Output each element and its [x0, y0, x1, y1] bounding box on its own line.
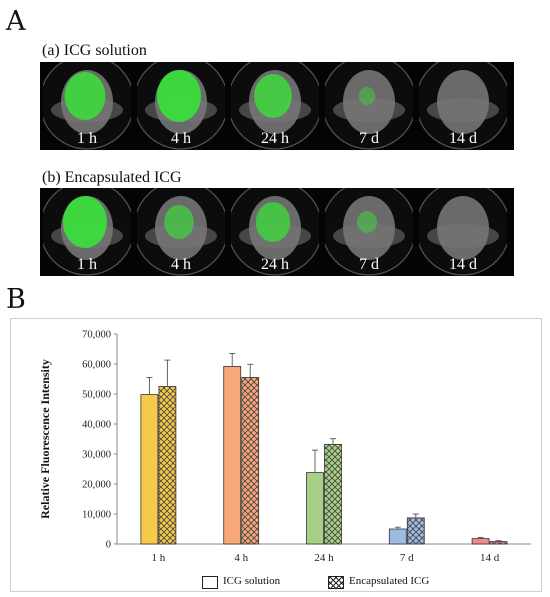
x-tick-label: 7 d — [400, 552, 414, 564]
row-a-image-strip: 1 h 4 h 24 h 7 d 14 d — [40, 62, 514, 150]
panel-b-letter: B — [6, 284, 26, 315]
bar-icg-solution-3 — [306, 472, 324, 545]
image-tile-a-2: 4 h — [133, 62, 229, 150]
x-tick-label: 24 h — [314, 552, 334, 564]
tile-label-b-5: 14 d — [449, 256, 477, 273]
bar-encapsulated-icg-5 — [489, 541, 508, 545]
bar-icg-solution-5 — [471, 538, 490, 545]
image-tile-b-4: 7 d — [321, 188, 417, 276]
image-tile-a-4: 7 d — [321, 62, 417, 150]
tile-label-a-1: 1 h — [77, 130, 97, 147]
y-tick-label: 40,000 — [82, 420, 111, 431]
mouse-image-a-3 — [227, 62, 323, 150]
tile-label-a-4: 7 d — [359, 130, 379, 147]
y-tick-label: 10,000 — [82, 510, 111, 521]
y-tick-label: 0 — [106, 540, 111, 551]
tile-label-a-3: 24 h — [261, 130, 289, 147]
legend-swatch-solid — [202, 576, 218, 589]
bar-icg-solution-1 — [140, 394, 159, 545]
chart-legend: ICG solution Encapsulated ICG — [0, 574, 550, 592]
x-tick-label: 14 d — [480, 552, 500, 564]
tile-label-b-2: 4 h — [171, 256, 191, 273]
image-tile-a-1: 1 h — [40, 62, 135, 150]
image-tile-b-3: 24 h — [227, 188, 323, 276]
y-tick-label: 30,000 — [82, 450, 111, 461]
mouse-image-b-1 — [40, 188, 135, 276]
y-tick-label: 50,000 — [82, 390, 111, 401]
bar-chart: 0 10,000 20,000 30,000 40,000 50,000 60,000 70,… — [38, 330, 531, 564]
bar-icg-solution-4 — [388, 528, 407, 545]
tile-label-a-5: 14 d — [449, 130, 477, 147]
y-tick-label: 60,000 — [82, 360, 111, 371]
legend-swatch-crosshatch — [328, 576, 344, 589]
bar-icg-solution-2 — [223, 366, 242, 545]
mouse-image-a-5 — [415, 62, 511, 150]
image-tile-b-1: 1 h — [40, 188, 135, 276]
tile-label-b-1: 1 h — [77, 256, 97, 273]
x-tick-label: 1 h — [152, 552, 166, 564]
bar-encapsulated-icg-4 — [406, 517, 425, 545]
mouse-image-b-4 — [321, 188, 417, 276]
row-a-title: (a) ICG solution — [42, 42, 147, 59]
legend-label-icg-solution: ICG solution — [223, 575, 281, 587]
bar-encapsulated-icg-1 — [158, 386, 177, 545]
image-tile-b-2: 4 h — [133, 188, 229, 276]
legend-label-encapsulated-icg: Encapsulated ICG — [349, 575, 430, 587]
mouse-image-a-1 — [40, 62, 135, 150]
mouse-image-b-5 — [415, 188, 511, 276]
image-tile-a-5: 14 d — [415, 62, 511, 150]
y-axis-label: Relative Fluorescence Intensity — [38, 359, 52, 519]
mouse-image-b-2 — [133, 188, 229, 276]
tile-label-a-2: 4 h — [171, 130, 191, 147]
y-tick-label: 70,000 — [82, 330, 111, 341]
bar-encapsulated-icg-3 — [324, 444, 342, 545]
image-tile-b-5: 14 d — [415, 188, 511, 276]
x-tick-label: 4 h — [234, 552, 248, 564]
image-tile-a-3: 24 h — [227, 62, 323, 150]
mouse-image-a-2 — [133, 62, 229, 150]
panel-a-letter: A — [6, 6, 26, 37]
bar-encapsulated-icg-2 — [241, 377, 260, 545]
mouse-image-b-3 — [227, 188, 323, 276]
row-b-image-strip: 1 h 4 h 24 h 7 d 14 d — [40, 188, 514, 276]
tile-label-b-3: 24 h — [261, 256, 289, 273]
row-b-title: (b) Encapsulated ICG — [42, 169, 182, 186]
chart-frame: 0 10,000 20,000 30,000 40,000 50,000 60,000 70,… — [10, 318, 542, 592]
tile-label-b-4: 7 d — [359, 256, 379, 273]
y-tick-label: 20,000 — [82, 480, 111, 491]
